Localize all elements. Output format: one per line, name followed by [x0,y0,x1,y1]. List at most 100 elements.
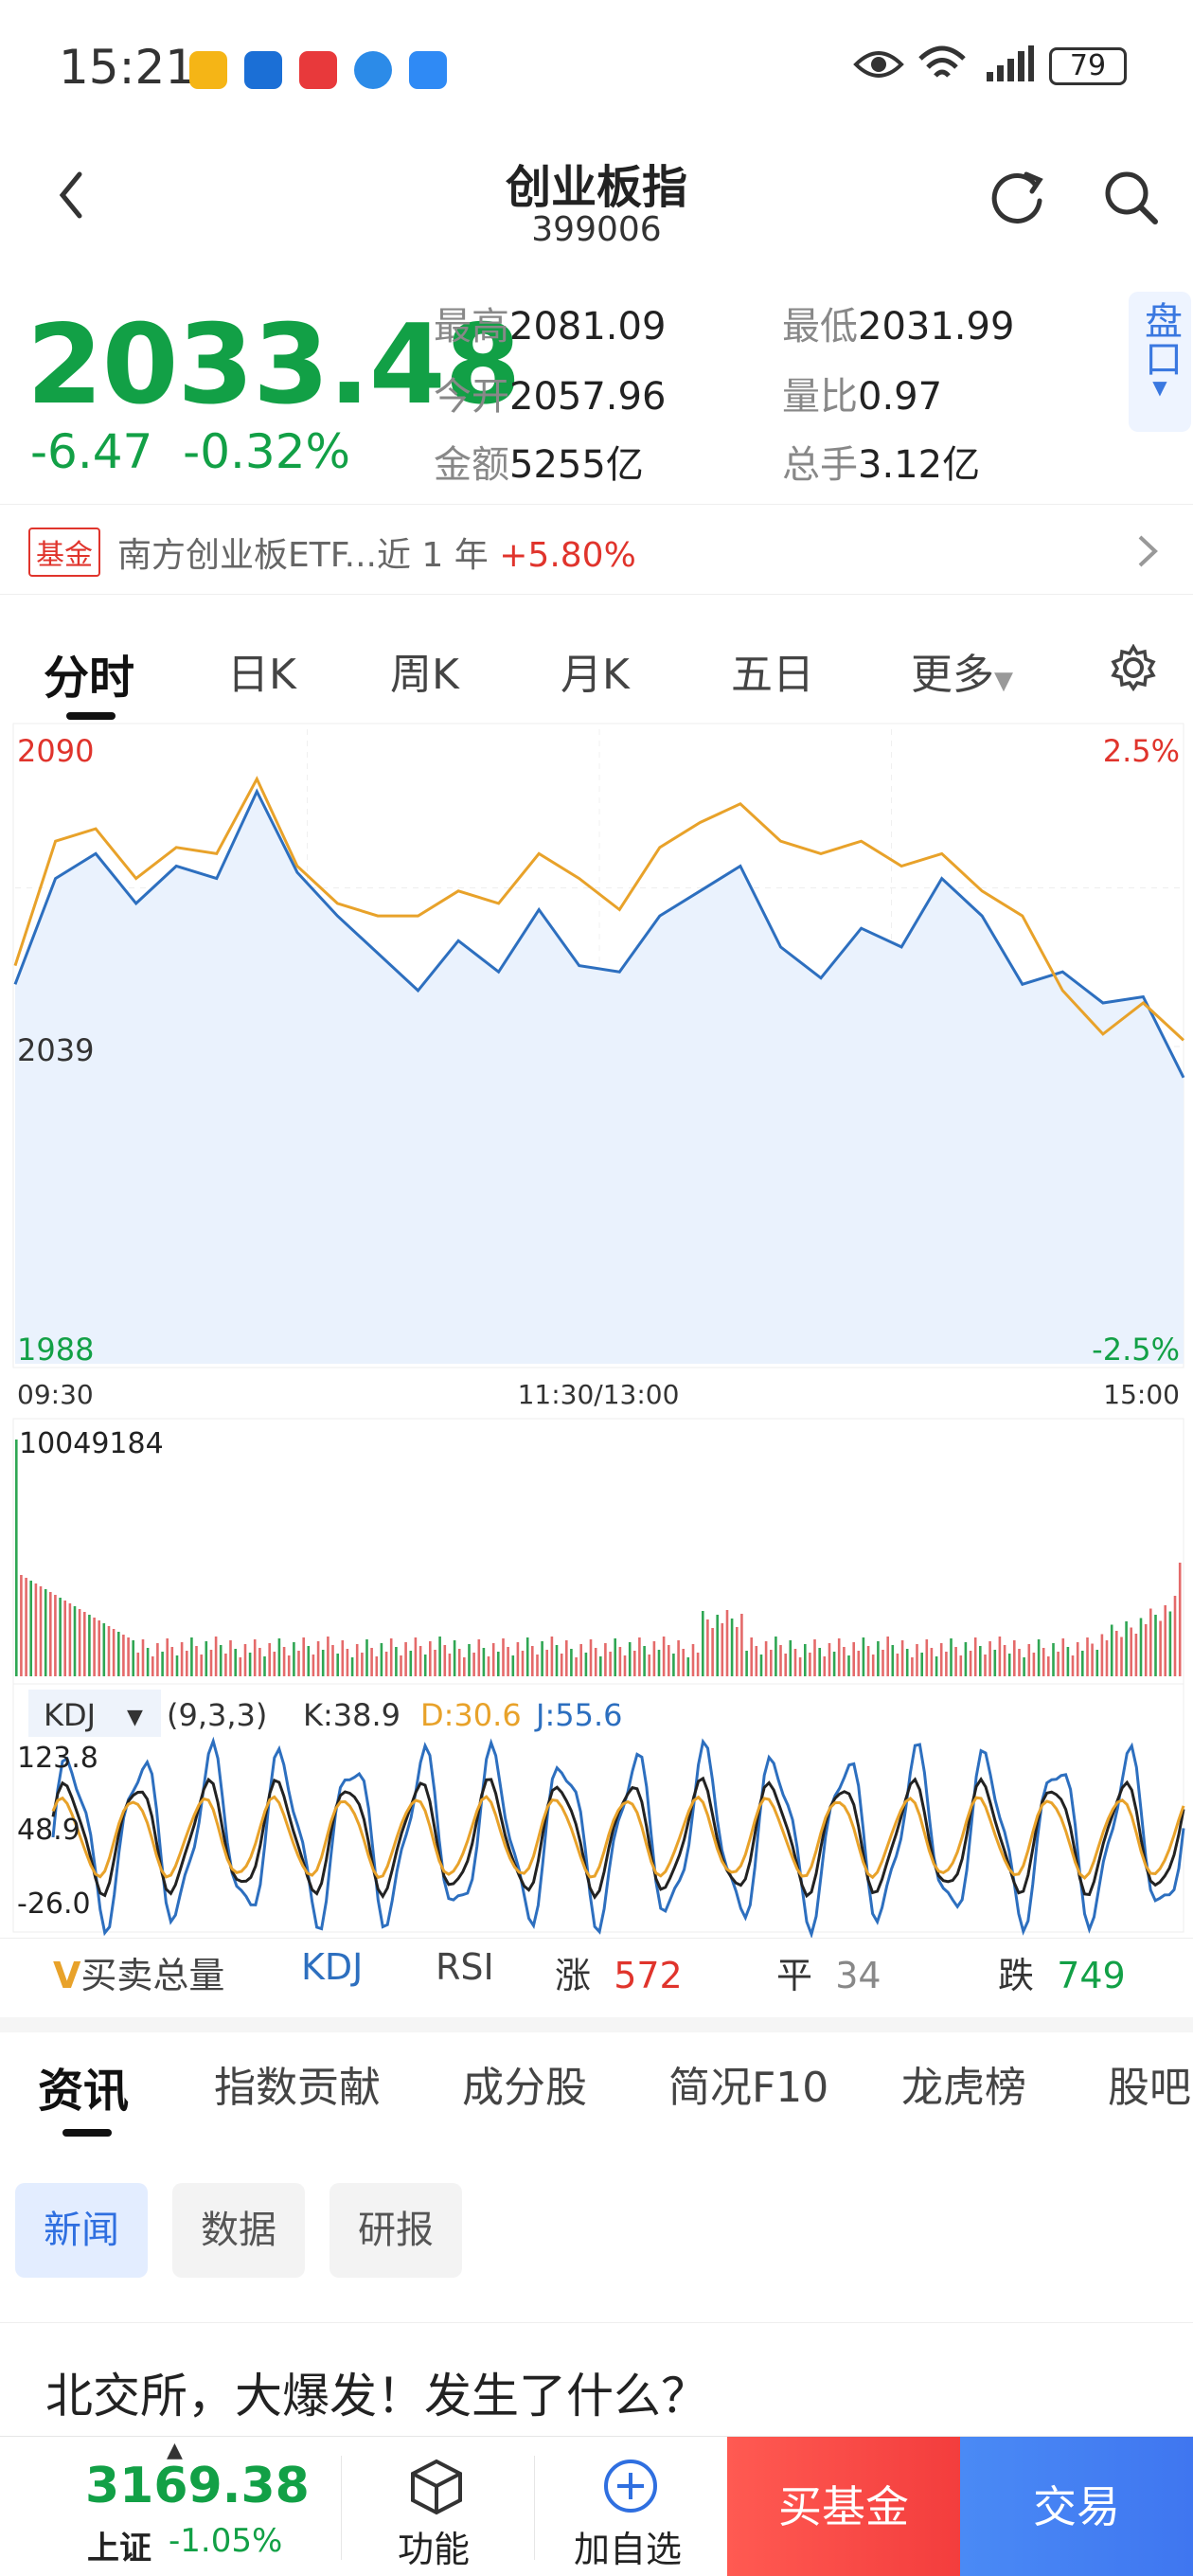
volume-bar [395,1647,398,1676]
volume-bar [107,1626,111,1676]
volume-bar [770,1650,773,1676]
buy-fund-button[interactable]: 买基金 [727,2437,960,2576]
volume-bar [166,1638,169,1676]
volume-bar [1071,1655,1075,1676]
intraday-chart[interactable]: 2090 2039 1988 2.5% -2.5% 09:30 11:30/13… [0,720,1193,1941]
subtab-indicator [62,2129,112,2137]
news-headline[interactable]: 北交所，大爆发！发生了什么？ [45,2369,708,2424]
volume-bar [122,1635,125,1676]
volume-bar [930,1648,934,1676]
volume-bar [668,1645,670,1676]
volume-bar [472,1653,475,1676]
volume-bar [677,1640,680,1676]
function-button[interactable]: 功能 [398,2529,471,2570]
stat-low: 最低2031.99 [782,305,1015,349]
tab-weekly-k[interactable]: 周K [390,651,459,699]
divider [341,2456,342,2560]
kdj-selector[interactable] [28,1690,161,1737]
caret-up-icon: ▲ [167,2439,183,2462]
volume-bar [156,1643,159,1676]
volume-bar [468,1644,471,1676]
divider [0,2017,1193,2032]
status-bar: 15:21 79 [0,0,1193,137]
chip-data[interactable]: 数据 [172,2183,305,2278]
volume-bar [307,1646,311,1676]
kdj-j-line [51,1736,1185,1940]
volume-bar [1120,1637,1123,1676]
volume-bar [950,1638,953,1676]
gear-icon[interactable] [1110,644,1157,691]
volume-bar [1134,1634,1138,1676]
tab-f10[interactable]: 简况F10 [668,2064,829,2112]
volume-bar [628,1642,632,1676]
add-circle-icon[interactable] [602,2458,659,2514]
fund-return: +5.80% [499,536,636,575]
volume-bar [457,1649,461,1676]
tab-dragon-tiger[interactable]: 龙虎榜 [901,2064,1026,2112]
volume-peak-label: 10049184 [19,1427,164,1460]
volume-bar [939,1643,943,1676]
status-time: 15:21 [59,40,196,95]
kdj-axis-top: 123.8 [17,1742,98,1775]
volume-bar [1037,1639,1041,1676]
volume-bar [900,1640,904,1676]
volume-bar [507,1647,509,1676]
volume-bar [175,1655,179,1676]
volume-bar [555,1645,559,1676]
tab-index-contribution[interactable]: 指数贡献 [214,2064,381,2112]
refresh-icon[interactable] [988,167,1047,225]
caret-down-icon: ▼ [994,667,1013,695]
add-watchlist-button[interactable]: 加自选 [574,2529,683,2570]
volume-bar [170,1647,174,1676]
trade-button[interactable]: 交易 [960,2437,1193,2576]
volume-bar [993,1650,997,1676]
kdj-d-line [51,1795,1185,1880]
tab-intraday[interactable]: 分时 [44,652,135,705]
tab-five-day[interactable]: 五日 [731,651,814,699]
volume-bar [112,1629,116,1676]
volume-bar [88,1615,91,1676]
volume-bar [1027,1644,1031,1676]
tab-news[interactable]: 资讯 [38,2065,130,2118]
volume-bar [740,1614,743,1676]
volume-bar [331,1645,334,1676]
volume-bar [443,1645,447,1676]
decline-count: 跌 749 [998,1955,1126,1996]
volume-bar [453,1640,456,1676]
tab-more[interactable]: 更多▼ [911,651,1013,699]
stat-open: 今开2057.96 [434,375,667,419]
tab-forum[interactable]: 股吧 [1108,2064,1191,2112]
chip-news[interactable]: 新闻 [15,2183,148,2278]
volume-bar [502,1638,505,1676]
volume-bar [1081,1651,1084,1676]
volume-bar [584,1653,588,1676]
search-icon[interactable] [1102,169,1161,227]
fund-promo-bar[interactable]: 基金 南方创业板ETF...近 1 年 +5.80% [0,504,1193,595]
pankou-button[interactable]: 盘口 ▼ [1129,292,1191,432]
back-icon[interactable] [57,170,85,220]
cube-icon[interactable] [409,2458,464,2516]
tab-daily-k[interactable]: 日K [227,651,296,699]
footer-index-value[interactable]: 3169.38 [85,2458,310,2514]
chip-research[interactable]: 研报 [329,2183,462,2278]
volume-bar [691,1644,695,1676]
volume-bar [809,1653,811,1676]
volume-bar [350,1657,354,1676]
kdj-d: D:30.6 [420,1697,522,1733]
v-icon: V [53,1955,81,1996]
tab-indicator [66,712,116,720]
volume-bar [638,1637,641,1676]
tab-monthly-k[interactable]: 月K [561,651,630,699]
axis-pct-top: 2.5% [1103,733,1180,769]
volume-bar [789,1640,792,1676]
tab-constituents[interactable]: 成分股 [462,2064,587,2112]
volume-bar [964,1642,968,1676]
volume-bar [672,1654,675,1676]
vol-indicator[interactable]: V买卖总量 [53,1955,225,1996]
volume-bar [1086,1637,1089,1676]
volume-bar [1066,1647,1070,1676]
rsi-indicator[interactable]: RSI [436,1946,494,1988]
volume-bar [1018,1649,1021,1676]
volume-bar [560,1654,563,1676]
kdj-indicator[interactable]: KDJ [301,1946,364,1988]
